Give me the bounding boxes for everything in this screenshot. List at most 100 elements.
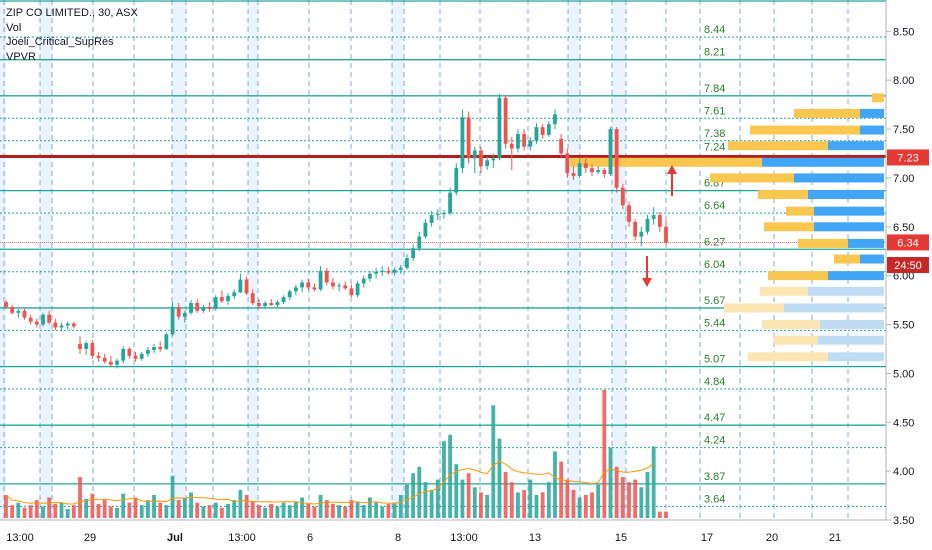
volume-bar bbox=[602, 390, 607, 518]
candle-body bbox=[170, 306, 175, 335]
volume-bar bbox=[182, 497, 187, 518]
candle-body bbox=[139, 353, 144, 359]
volume-bar bbox=[213, 502, 218, 518]
candle-body bbox=[263, 303, 267, 306]
volume-bar bbox=[158, 502, 163, 518]
vertical-grid bbox=[3, 0, 849, 520]
candlesticks bbox=[4, 93, 668, 369]
volume-bar bbox=[664, 511, 668, 518]
volume-bar bbox=[22, 507, 27, 518]
vpvr-down-bar bbox=[760, 286, 808, 296]
volume-bar bbox=[108, 506, 113, 518]
vpvr-down-bar bbox=[774, 335, 818, 345]
candle-body bbox=[448, 192, 453, 214]
candle-body bbox=[368, 273, 372, 279]
candle-body bbox=[620, 187, 625, 206]
price-axis[interactable]: 3.50 4.00 4.50 5.00 5.50 6.00 6.50 7.00 7.50 8.00… bbox=[886, 26, 914, 527]
volume-bar bbox=[238, 489, 243, 518]
candle-body bbox=[337, 285, 341, 287]
volume-bars bbox=[4, 390, 668, 518]
volume-bar bbox=[16, 502, 21, 518]
volume-bar bbox=[219, 507, 224, 518]
price-tick-label: 7.00 bbox=[893, 173, 914, 185]
volume-bar bbox=[571, 489, 576, 518]
plot-area bbox=[0, 0, 886, 520]
volume-bar bbox=[639, 487, 644, 518]
volume-bar bbox=[398, 494, 403, 518]
candle-body bbox=[16, 310, 21, 313]
vpvr-down-bar bbox=[872, 93, 884, 103]
candle-body bbox=[423, 222, 428, 237]
level-label: 3.64 bbox=[704, 493, 725, 505]
volume-bar bbox=[96, 503, 101, 518]
candle-body bbox=[509, 143, 514, 149]
candle-body bbox=[454, 168, 459, 193]
volume-bar bbox=[312, 506, 317, 518]
volume-bar bbox=[392, 502, 397, 518]
volume-bar bbox=[337, 505, 341, 518]
candle-body bbox=[275, 302, 280, 305]
vpvr-up-bar bbox=[860, 108, 884, 118]
candle-body bbox=[534, 127, 539, 141]
vpvr-up-bar bbox=[784, 303, 884, 313]
candle-body bbox=[41, 314, 45, 325]
time-axis[interactable]: 13:00 29 Jul 13:00 6 8 13:00 13 15 17 20 21 bbox=[6, 532, 841, 544]
candle-body bbox=[645, 218, 650, 232]
candle-body bbox=[664, 226, 668, 243]
level-label: 4.24 bbox=[704, 435, 725, 447]
volume-bar bbox=[633, 479, 638, 518]
volume-bar bbox=[448, 434, 453, 518]
volume-bar bbox=[540, 492, 545, 518]
candle-body bbox=[608, 129, 613, 175]
up-arrow-head bbox=[667, 165, 677, 174]
indicator-vol[interactable]: Vol bbox=[6, 21, 22, 34]
level-label: 5.67 bbox=[704, 295, 725, 307]
volume-bar bbox=[4, 494, 8, 518]
volume-bar bbox=[269, 503, 274, 518]
vpvr-down-bar bbox=[794, 108, 860, 118]
vpvr-up-bar bbox=[860, 254, 884, 264]
volume-bar bbox=[651, 446, 656, 518]
symbol-title[interactable]: ZIP CO LIMITED., 30, ASX bbox=[6, 7, 138, 19]
candle-body bbox=[96, 355, 101, 358]
price-tick-label: 4.50 bbox=[893, 417, 914, 429]
down-arrow-head bbox=[642, 278, 652, 287]
time-tick-label: 13 bbox=[529, 532, 541, 544]
candle-body bbox=[121, 348, 126, 361]
candle-body bbox=[546, 124, 551, 135]
volume-bar bbox=[614, 466, 619, 518]
candle-body bbox=[300, 282, 304, 288]
candle-body bbox=[485, 160, 490, 167]
volume-bar bbox=[170, 475, 175, 518]
candle-body bbox=[497, 97, 502, 159]
volume-bar bbox=[133, 497, 138, 518]
volume-bar bbox=[417, 466, 422, 518]
indicator-vpvr[interactable]: VPVR bbox=[6, 50, 36, 63]
candle-body bbox=[10, 306, 15, 313]
volume-bar bbox=[41, 506, 45, 518]
indicator-supres[interactable]: Joeli_Critical_SupRes bbox=[6, 36, 114, 48]
volume-bar bbox=[546, 482, 551, 518]
price-tag-label: 24:50 bbox=[894, 260, 922, 272]
volume-bar bbox=[201, 506, 206, 518]
volume-bar bbox=[84, 498, 89, 518]
volume-bar bbox=[250, 501, 255, 518]
candle-body bbox=[102, 357, 107, 362]
volume-bar bbox=[59, 502, 64, 518]
price-tick-label: 5.50 bbox=[893, 320, 914, 332]
volume-bar bbox=[256, 505, 261, 518]
vpvr-up-bar bbox=[848, 238, 884, 248]
candle-body bbox=[657, 215, 662, 227]
candle-body bbox=[250, 293, 255, 304]
price-tick-label: 3.50 bbox=[893, 515, 914, 527]
vpvr-up-bar bbox=[860, 125, 884, 135]
vpvr-down-bar bbox=[750, 125, 860, 135]
candle-body bbox=[281, 297, 286, 303]
volume-bar bbox=[343, 506, 348, 518]
volume-bar bbox=[349, 500, 354, 518]
price-tags: 7.23 6.34 24:50 bbox=[887, 149, 929, 273]
level-label: 7.84 bbox=[704, 83, 725, 95]
vpvr-up-bar bbox=[820, 320, 884, 330]
candle-body bbox=[633, 221, 638, 237]
